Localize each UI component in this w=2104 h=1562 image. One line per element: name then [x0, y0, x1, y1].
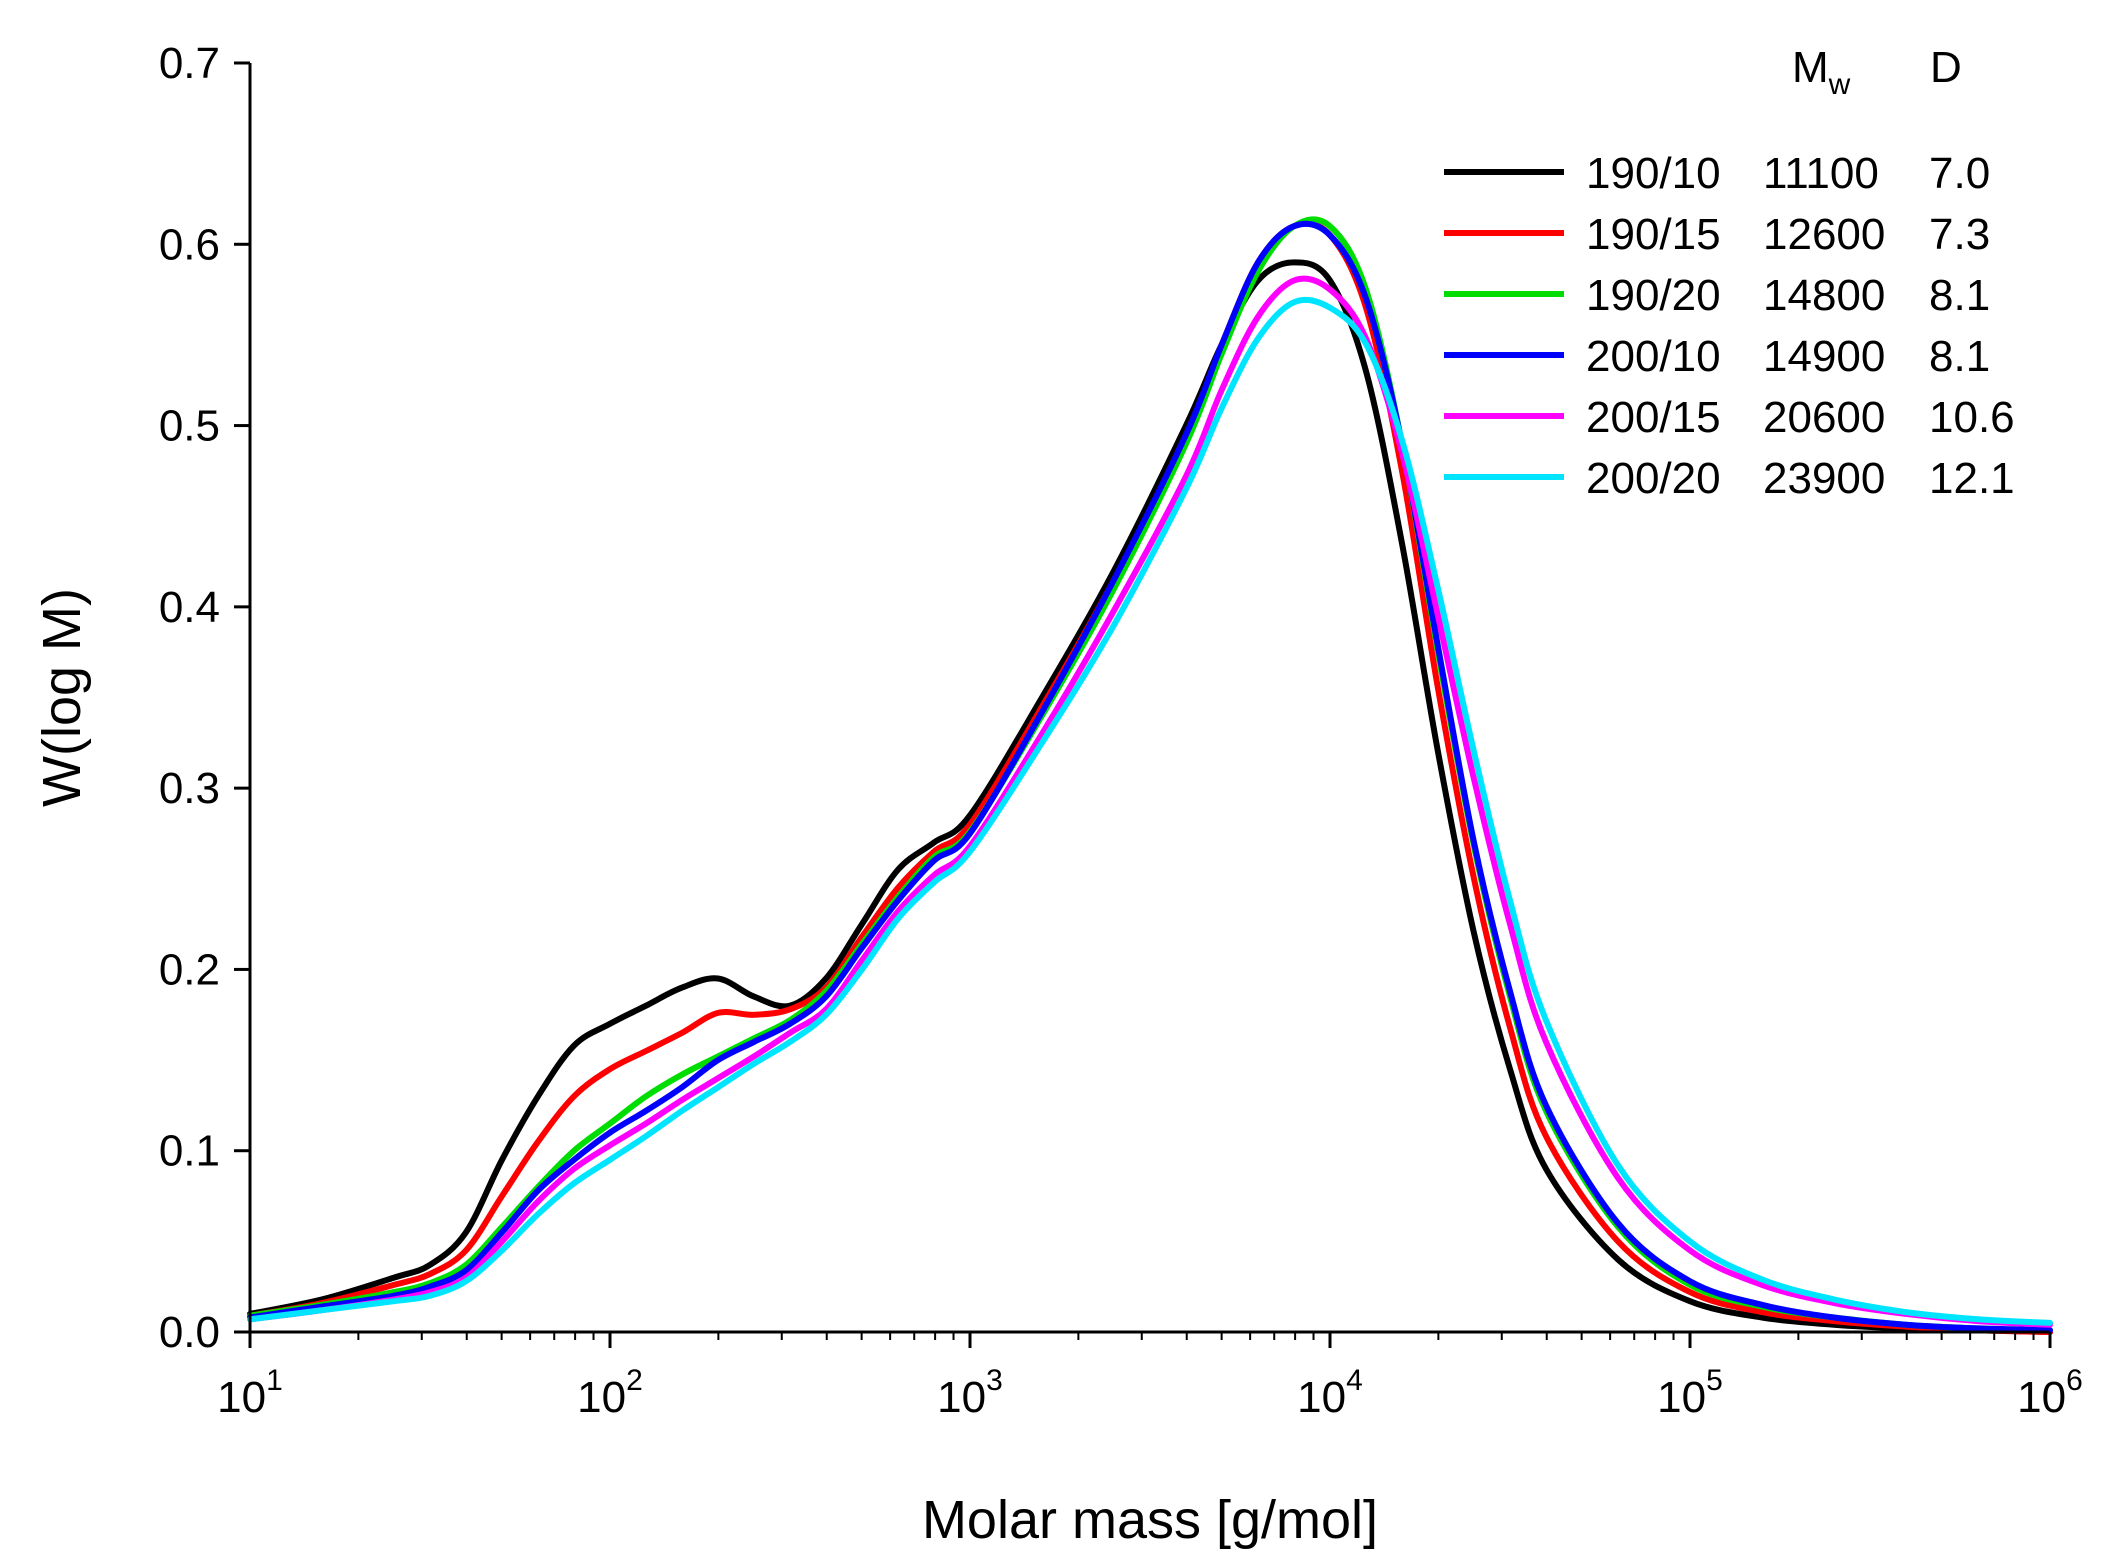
y-tick-label: 0.0 [159, 1308, 220, 1357]
legend-label: 200/10 [1586, 332, 1721, 381]
legend-d-value: 12.1 [1929, 454, 2015, 503]
legend-mw-value: 20600 [1763, 393, 1885, 442]
legend-label: 200/15 [1586, 393, 1721, 442]
legend-label: 190/10 [1586, 149, 1721, 198]
legend-d-value: 7.3 [1929, 210, 1990, 259]
legend-d-value: 8.1 [1929, 332, 1990, 381]
x-tick-label: 106 [2017, 1364, 2083, 1422]
x-axis-title: Molar mass [g/mol] [922, 1490, 1378, 1550]
y-tick-label: 0.7 [159, 39, 220, 88]
legend-rows: 190/10 11100 7.0 190/15 12600 7.3 190/20 14800 8… [1444, 149, 2015, 503]
y-tick-label: 0.1 [159, 1127, 220, 1176]
y-tick-label: 0.4 [159, 583, 220, 632]
legend-label: 200/20 [1586, 454, 1721, 503]
y-axis-title: W(log M) [32, 588, 92, 807]
x-tick-label: 101 [217, 1364, 283, 1422]
x-tick-label: 104 [1297, 1364, 1363, 1422]
legend-label: 190/15 [1586, 210, 1721, 259]
series-line-200-10 [247, 220, 2053, 1334]
legend-header-mw-subscript: w [1828, 68, 1851, 101]
series-line-190-10 [247, 259, 2053, 1335]
legend-mw-value: 11100 [1763, 149, 1879, 198]
y-tick-label: 0.5 [159, 402, 220, 451]
y-tick-label: 0.3 [159, 764, 220, 813]
series-line-200-20 [247, 296, 2053, 1326]
plot-lines [247, 216, 2053, 1335]
legend-d-value: 7.0 [1929, 149, 1990, 198]
legend-mw-value: 23900 [1763, 454, 1885, 503]
x-tick-label: 102 [577, 1364, 643, 1422]
legend-header-mw-main: M [1792, 43, 1829, 92]
legend-header-mw: Mw [1792, 43, 1851, 101]
legend-mw-value: 14900 [1763, 332, 1885, 381]
legend-d-value: 8.1 [1929, 271, 1990, 320]
x-tick-label: 103 [937, 1364, 1003, 1422]
legend-label: 190/20 [1586, 271, 1721, 320]
y-tick-label: 0.6 [159, 220, 220, 269]
legend-header-d: D [1930, 43, 1962, 92]
legend-mw-value: 12600 [1763, 210, 1885, 259]
legend-d-value: 10.6 [1929, 393, 2015, 442]
axes: 0.0 0.1 0.2 0.3 0.4 0.5 0.6 0.7 101 102 103 104 105 1… [159, 39, 2083, 1422]
x-tick-label: 105 [1657, 1364, 1723, 1422]
legend-mw-value: 14800 [1763, 271, 1885, 320]
series-line-200-15 [247, 275, 2053, 1328]
y-tick-label: 0.2 [159, 945, 220, 994]
